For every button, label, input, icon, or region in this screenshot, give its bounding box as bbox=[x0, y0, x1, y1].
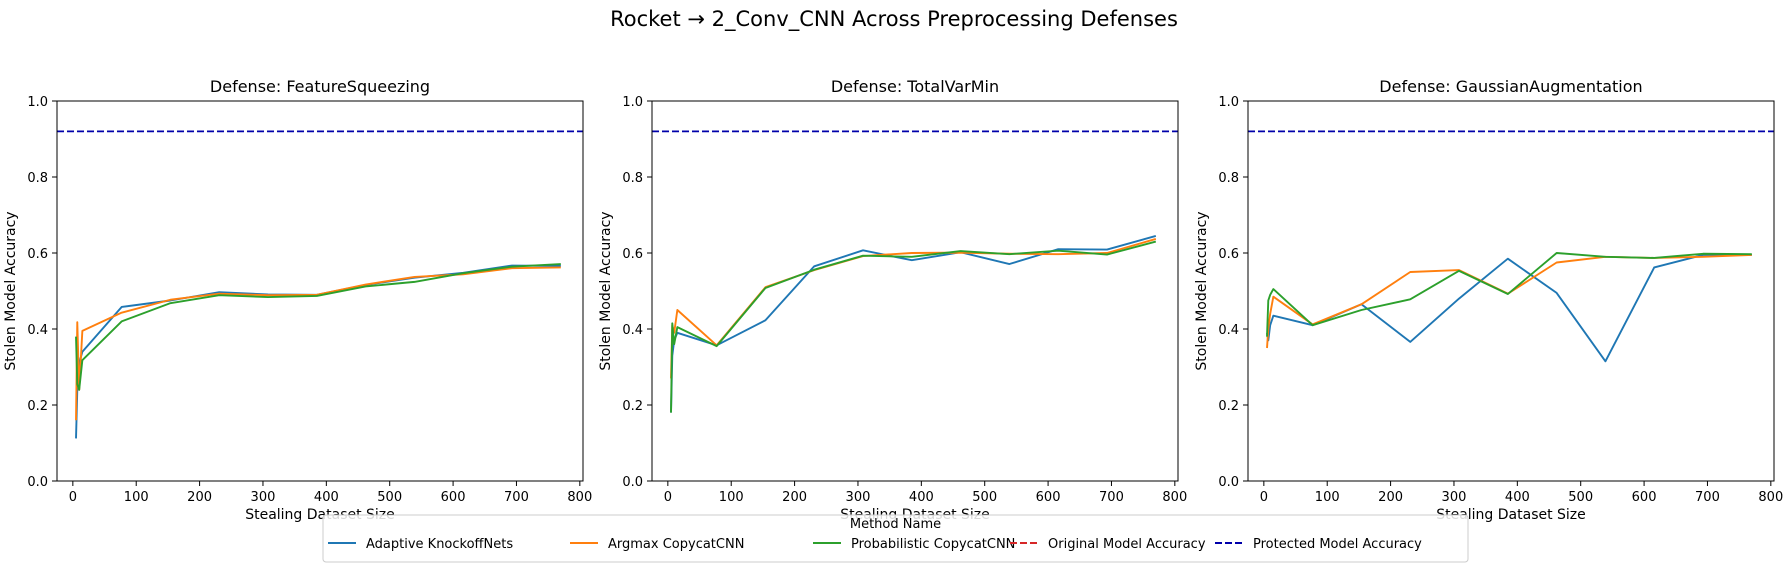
x-tick-label: 100 bbox=[1315, 490, 1340, 505]
y-axis-label: Stolen Model Accuracy bbox=[1194, 211, 1210, 370]
y-tick-label: 0.6 bbox=[1218, 247, 1239, 262]
x-tick-label: 600 bbox=[1632, 490, 1657, 505]
x-tick-label: 600 bbox=[1036, 490, 1061, 505]
subplot-3: Defense: GaussianAugmentation 0 100 200 300 4… bbox=[1194, 77, 1783, 523]
y-tick-label: 0.0 bbox=[27, 475, 48, 490]
subplot-title: Defense: TotalVarMin bbox=[831, 77, 999, 96]
y-tick-label: 0.0 bbox=[622, 475, 643, 490]
x-tick-label: 0 bbox=[1260, 490, 1268, 505]
x-tick-label: 300 bbox=[846, 490, 871, 505]
y-axis-label: Stolen Model Accuracy bbox=[598, 211, 614, 370]
subplot-title: Defense: FeatureSqueezing bbox=[210, 77, 430, 96]
y-tick-label: 0.2 bbox=[622, 399, 643, 414]
legend-label-2: Argmax CopycatCNN bbox=[608, 537, 744, 552]
plot-frame bbox=[1247, 100, 1775, 482]
x-tick-label: 500 bbox=[1568, 490, 1593, 505]
plot-frame bbox=[56, 100, 584, 482]
x-tick-label: 800 bbox=[1758, 490, 1783, 505]
legend-title: Method Name bbox=[850, 517, 941, 532]
x-tick-label: 500 bbox=[972, 490, 997, 505]
x-tick-label: 400 bbox=[314, 490, 339, 505]
y-tick-label: 0.8 bbox=[27, 171, 48, 186]
legend-label-1: Adaptive KnockoffNets bbox=[366, 537, 513, 552]
legend-label-4: Original Model Accuracy bbox=[1048, 537, 1206, 552]
y-axis-label: Stolen Model Accuracy bbox=[3, 211, 19, 370]
series-line-3 bbox=[670, 240, 1157, 413]
legend-label-5: Protected Model Accuracy bbox=[1253, 537, 1422, 552]
y-tick-label: 0.4 bbox=[622, 323, 643, 338]
x-tick-label: 200 bbox=[187, 490, 212, 505]
x-tick-label: 700 bbox=[1695, 490, 1720, 505]
x-tick-label: 200 bbox=[1378, 490, 1403, 505]
x-tick-label: 100 bbox=[719, 490, 744, 505]
series-line-1 bbox=[1266, 253, 1752, 363]
x-tick-label: 100 bbox=[124, 490, 149, 505]
y-tick-label: 1.0 bbox=[27, 95, 48, 110]
series-line-3 bbox=[75, 263, 561, 391]
legend: Method Name Adaptive KnockoffNets Argmax C… bbox=[322, 514, 1469, 563]
series-line-1 bbox=[670, 234, 1157, 413]
y-tick-label: 0.2 bbox=[27, 399, 48, 414]
x-tick-label: 700 bbox=[504, 490, 529, 505]
series-line-2 bbox=[1266, 253, 1752, 349]
y-tick-label: 0.8 bbox=[622, 171, 643, 186]
subplot-title: Defense: GaussianAugmentation bbox=[1379, 77, 1642, 96]
x-tick-label: 400 bbox=[909, 490, 934, 505]
y-tick-label: 0.6 bbox=[27, 247, 48, 262]
subplots: Defense: FeatureSqueezing 0 100 200 300 400 50… bbox=[3, 77, 1783, 523]
x-tick-label: 500 bbox=[377, 490, 402, 505]
legend-box bbox=[322, 514, 1469, 563]
figure-title: Rocket → 2_Conv_CNN Across Preprocessing… bbox=[610, 7, 1178, 32]
x-tick-label: 300 bbox=[251, 490, 276, 505]
y-tick-label: 0.0 bbox=[1218, 475, 1239, 490]
subplot-2: Defense: TotalVarMin 0 100 200 300 400 500 600 7… bbox=[598, 77, 1187, 523]
x-tick-label: 300 bbox=[1442, 490, 1467, 505]
plot-frame bbox=[651, 100, 1179, 482]
y-tick-label: 0.6 bbox=[622, 247, 643, 262]
x-tick-label: 0 bbox=[69, 490, 77, 505]
x-tick-label: 600 bbox=[441, 490, 466, 505]
series-line-2 bbox=[75, 266, 561, 421]
x-tick-label: 400 bbox=[1505, 490, 1530, 505]
y-tick-label: 1.0 bbox=[622, 95, 643, 110]
y-tick-label: 0.4 bbox=[1218, 323, 1239, 338]
x-axis-label: Stealing Dataset Size bbox=[1436, 507, 1586, 523]
y-tick-label: 0.8 bbox=[1218, 171, 1239, 186]
y-tick-label: 0.4 bbox=[27, 323, 48, 338]
x-tick-label: 800 bbox=[1162, 490, 1187, 505]
y-tick-label: 1.0 bbox=[1218, 95, 1239, 110]
x-tick-label: 0 bbox=[664, 490, 672, 505]
y-tick-label: 0.2 bbox=[1218, 399, 1239, 414]
x-tick-label: 700 bbox=[1099, 490, 1124, 505]
subplot-1: Defense: FeatureSqueezing 0 100 200 300 400 50… bbox=[3, 77, 592, 523]
series-line-1 bbox=[75, 264, 561, 439]
x-tick-label: 800 bbox=[567, 490, 592, 505]
x-tick-label: 200 bbox=[782, 490, 807, 505]
series-line-3 bbox=[1266, 252, 1752, 337]
legend-label-3: Probabilistic CopycatCNN bbox=[851, 537, 1015, 552]
